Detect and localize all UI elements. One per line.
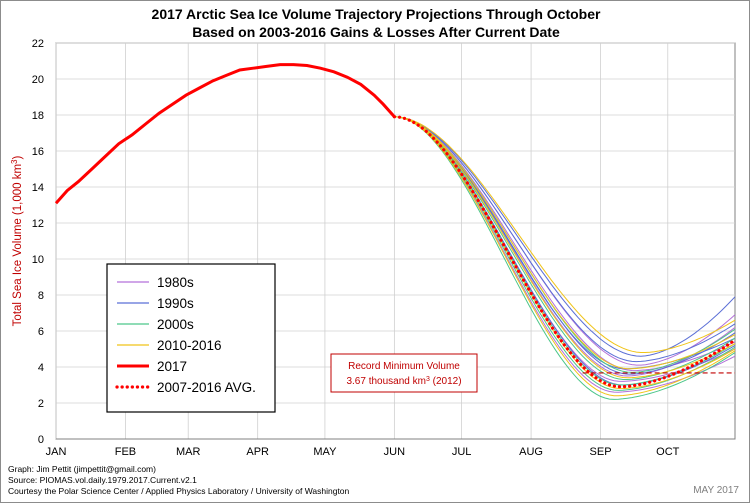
y-axis-title-text: Total Sea Ice Volume (1,000 km [12,164,24,326]
projection-line-2010-2016 [394,116,736,397]
record-minimum-value-superscript: 3 [426,376,430,383]
average-projection-line [392,115,737,389]
y-axis-title: Total Sea Ice Volume (1,000 km3) [10,156,25,327]
x-tick-label: JUL [452,446,472,458]
projection-line-1990s [394,116,736,363]
projection-line-2010-2016 [394,116,736,370]
x-tick-label: OCT [656,446,680,458]
legend-box [106,263,276,413]
projection-line-2010-2016 [394,116,736,353]
legend-label: 2010-2016 [157,338,222,353]
x-tick-label: JUN [384,446,405,458]
record-minimum-title: Record Minimum Volume [348,361,460,372]
footer-credit-source: Source: PIOMAS.vol.daily.1979.2017.Curre… [8,475,197,485]
record-minimum-value-suffix: (2012) [430,376,462,387]
y-tick-label: 0 [38,434,44,446]
y-tick-label: 20 [32,74,44,86]
record-minimum-value-text: 3.67 thousand km [346,376,426,387]
x-tick-label: JAN [46,446,67,458]
x-tick-label: APR [246,446,269,458]
legend-label: 1980s [157,275,194,290]
chart-title: 2017 Arctic Sea Ice Volume Trajectory Pr… [1,5,750,41]
y-tick-label: 18 [32,110,44,122]
date-stamp: MAY 2017 [693,485,739,496]
y-tick-label: 10 [32,254,44,266]
legend-label: 2007-2016 AVG. [157,380,256,395]
y-tick-label: 16 [32,146,44,158]
record-minimum-box [330,353,478,393]
x-tick-label: AUG [519,446,543,458]
y-tick-label: 12 [32,218,44,230]
y-tick-label: 4 [38,362,44,374]
y-tick-label: 2 [38,398,44,410]
projection-line-2010-2016 [394,116,736,379]
footer-credit-graph: Graph: Jim Pettit (jimpettit@gmail.com) [8,464,156,474]
x-tick-label: FEB [115,446,136,458]
series-2017-line [54,63,396,205]
legend: 1980s 1990s 2000s 2010-2016 2017 2007-2016 AV… [106,263,276,413]
projection-line-2000s [394,116,736,400]
chart-title-line-2: Based on 2003-2016 Gains & Losses After … [192,24,560,40]
legend-label: 2017 [157,359,187,374]
y-tick-label: 14 [32,182,44,194]
footer-credit-courtesy: Courtesy the Polar Science Center / Appl… [8,486,350,496]
projection-line-2010-2016 [394,116,736,390]
legend-label: 2000s [157,317,194,332]
y-tick-label: 8 [38,290,44,302]
y-tick-label: 6 [38,326,44,338]
y-axis-title-text-end: ) [12,156,24,160]
x-tick-label: MAR [176,446,201,458]
y-tick-label: 22 [32,38,44,50]
projection-line-1990s [394,116,736,357]
x-tick-label: MAY [313,446,337,458]
record-minimum-value: 3.67 thousand km3 (2012) [346,376,461,388]
y-axis-title-superscript: 3 [10,159,19,164]
x-tick-label: SEP [590,446,612,458]
legend-label: 1990s [157,296,194,311]
chart-title-line-1: 2017 Arctic Sea Ice Volume Trajectory Pr… [151,6,601,22]
